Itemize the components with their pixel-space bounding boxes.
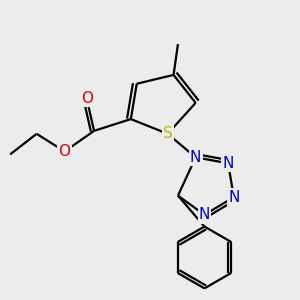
Text: N: N	[199, 207, 210, 222]
Text: N: N	[228, 190, 240, 205]
Text: N: N	[190, 150, 201, 165]
Text: S: S	[163, 126, 172, 141]
Text: O: O	[81, 91, 93, 106]
Text: N: N	[222, 156, 234, 171]
Text: O: O	[58, 144, 70, 159]
